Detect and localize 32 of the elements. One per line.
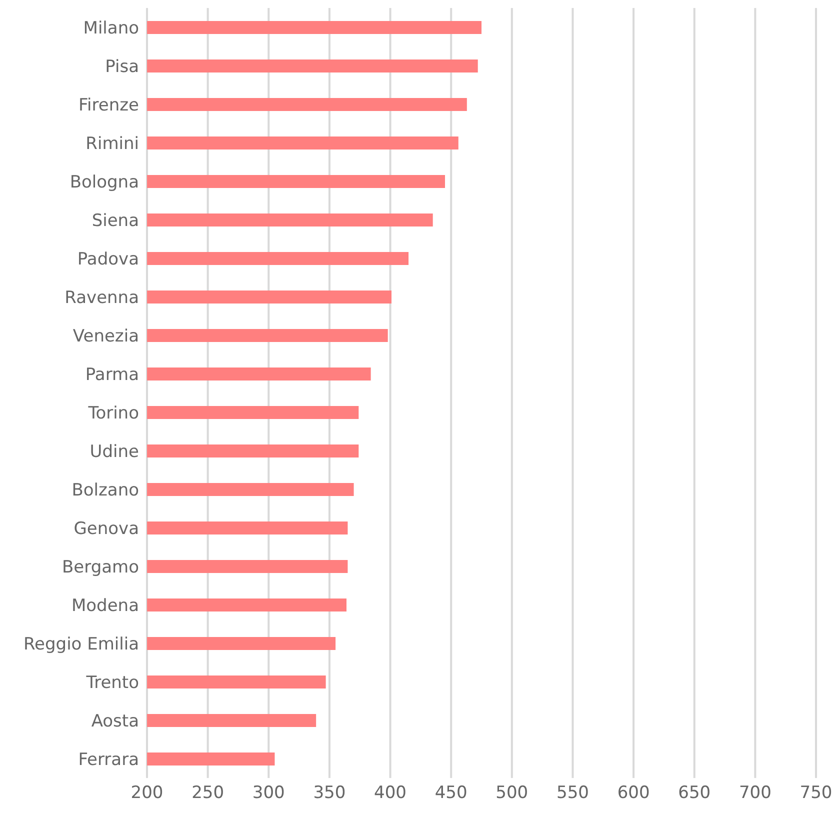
y-tick-label: Parma [85, 364, 139, 385]
x-tick-label: 600 [617, 783, 650, 804]
x-tick-label: 500 [496, 783, 528, 804]
x-tick-label: 650 [678, 783, 711, 804]
y-tick-label: Venezia [72, 326, 139, 346]
x-tick-label: 400 [374, 783, 406, 804]
y-tick-label: Ravenna [64, 288, 139, 308]
y-tick-label: Bolzano [72, 480, 139, 500]
y-tick-label: Pisa [105, 56, 139, 77]
x-tick-label: 700 [738, 783, 772, 804]
x-tick-label: 350 [313, 783, 346, 804]
y-tick-label: Udine [90, 442, 139, 462]
y-tick-label: Ferrara [78, 750, 139, 770]
x-tick-label: 250 [192, 783, 224, 804]
y-tick-label: Trento [85, 672, 139, 693]
y-tick-label: Padova [77, 249, 139, 270]
y-tick-label: Milano [83, 18, 139, 38]
y-tick-label: Bologna [70, 172, 139, 192]
y-tick-label: Modena [71, 596, 139, 616]
y-tick-label: Aosta [91, 711, 139, 732]
y-tick-label: Torino [87, 403, 139, 424]
y-tick-label: Genova [74, 518, 139, 539]
y-tick-label: Rimini [86, 134, 139, 154]
y-tick-label: Reggio Emilia [23, 634, 139, 654]
x-tick-label: 200 [130, 783, 164, 804]
x-tick-label: 750 [800, 783, 832, 804]
x-tick-label: 300 [252, 783, 285, 804]
x-tick-label: 450 [434, 783, 468, 804]
y-tick-label: Bergamo [62, 557, 139, 578]
y-tick-label: Firenze [78, 95, 139, 116]
y-tick-label: Siena [92, 210, 139, 231]
x-tick-label: 550 [556, 783, 589, 804]
